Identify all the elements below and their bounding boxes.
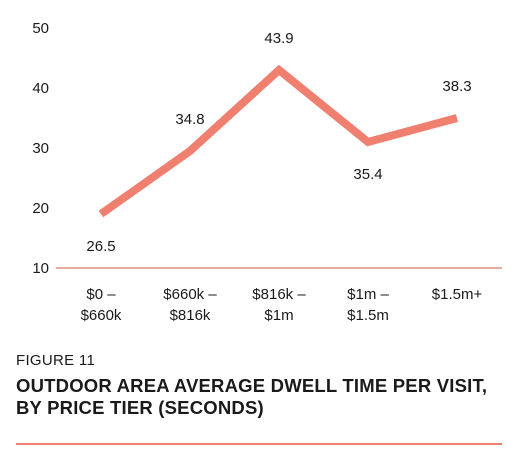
x-tick-label: $660k – $816k — [163, 286, 217, 324]
x-tick-label: $816k – $1m — [252, 286, 306, 324]
x-tick-label: $1m – $1.5m — [347, 286, 389, 324]
data-label: 38.3 — [442, 78, 471, 95]
y-axis: 10 20 30 40 50 — [32, 20, 49, 277]
footer-divider — [16, 443, 502, 445]
x-tick-label-line: $1.5m+ — [432, 286, 483, 303]
line-chart: 10 20 30 40 50 26.5 34.8 43.9 35.4 38.3 $0 – $660… — [32, 20, 502, 324]
x-tick-label-line: $660k — [81, 307, 122, 324]
x-tick-label-line: $1.5m — [347, 307, 389, 324]
x-axis: $0 – $660k $660k – $816k $816k – $1m $1m – $1.5… — [81, 286, 483, 324]
data-label: 43.9 — [264, 30, 293, 47]
y-tick-label: 20 — [32, 200, 49, 217]
y-tick-label: 30 — [32, 140, 49, 157]
x-tick-label-line: $660k – — [163, 286, 217, 303]
y-tick-label: 50 — [32, 20, 49, 37]
x-tick-label-line: $1m — [264, 307, 293, 324]
data-label: 26.5 — [86, 238, 115, 255]
y-tick-label: 10 — [32, 260, 49, 277]
x-tick-label-line: $816k – — [252, 286, 306, 303]
x-tick-label-line: $1m – — [347, 286, 389, 303]
x-tick-label: $1.5m+ — [432, 286, 483, 303]
x-tick-label-line: $0 – — [86, 286, 116, 303]
x-tick-label: $0 – $660k — [81, 286, 122, 324]
y-tick-label: 40 — [32, 80, 49, 97]
data-labels: 26.5 34.8 43.9 35.4 38.3 — [86, 30, 471, 255]
series-line — [98, 64, 459, 218]
data-label: 35.4 — [353, 166, 382, 183]
data-label: 34.8 — [175, 111, 204, 128]
figure-title: OUTDOOR AREA AVERAGE DWELL TIME PER VISI… — [16, 375, 488, 418]
figure-number: FIGURE 11 — [16, 352, 96, 369]
x-tick-label-line: $816k — [170, 307, 211, 324]
